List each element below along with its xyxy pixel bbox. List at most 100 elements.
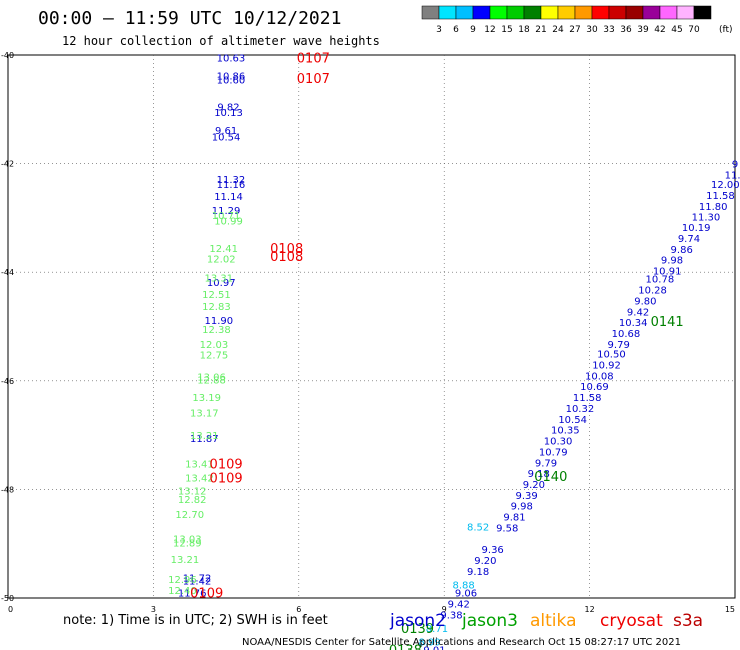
y-tick-label: -48 (1, 485, 14, 494)
colorbar-swatch (591, 5, 610, 20)
wave-height-value: 10.69 (580, 382, 609, 393)
wave-height-value: 13.19 (192, 393, 221, 404)
wave-height-value: 13.12 (178, 486, 207, 497)
wave-height-value: 13.31 (205, 274, 234, 285)
colorbar-swatch (676, 5, 695, 20)
wave-height-value: 10.54 (212, 132, 241, 143)
wave-height-value: 11.72 (183, 573, 212, 584)
wave-height-value: 12.88 (197, 376, 226, 387)
pass-number-label: 0107 (297, 52, 330, 67)
colorbar-label: 21 (535, 25, 546, 35)
colorbar-label: 39 (637, 25, 649, 35)
colorbar-label: 36 (620, 25, 632, 35)
colorbar-swatch (659, 5, 678, 20)
chart-title: 00:00 – 11:59 UTC 10/12/2021 (38, 8, 341, 29)
wave-height-value: 13.21 (190, 431, 219, 442)
wave-height-value: 11.42 (183, 577, 212, 588)
data-points: 10.6310.8610.609.8210.139.6110.5411.3211… (168, 54, 740, 650)
pass-number-label: 0141 (651, 315, 684, 330)
colorbar-label: 27 (569, 25, 580, 35)
wave-height-value: 13.21 (171, 555, 200, 566)
wave-height-value: 9.79 (608, 340, 630, 351)
colorbar-label: 9 (470, 25, 476, 35)
wave-height-value: 8.52 (467, 522, 489, 533)
colorbar-swatch (642, 5, 661, 20)
x-tick-label: 0 (8, 605, 13, 614)
legend-jason2: jason2 (389, 611, 446, 631)
wave-height-value: 13.06 (197, 372, 226, 383)
wave-height-value: 9.20 (474, 556, 496, 567)
y-tick-label: -46 (1, 377, 14, 386)
wave-height-value: 9.01 (423, 646, 445, 650)
wave-height-value: 10.08 (585, 371, 614, 382)
wave-height-value: 10.63 (217, 54, 246, 65)
wave-height-value: 13.17 (190, 408, 219, 419)
axis-ticks: 0 3 6 9 12 15 -40 -42 -44 -46 -48 -50 (1, 51, 735, 614)
colorbar: 3 6 9 12 15 18 21 24 27 30 33 36 39 42 45 70 (421, 5, 712, 35)
legend-altika: altika (530, 611, 577, 631)
footer-credit: NOAA/NESDIS Center for Satellite Applica… (242, 637, 681, 648)
wave-height-value: 10.68 (612, 329, 641, 340)
wave-height-value: 12.51 (202, 290, 231, 301)
colorbar-label: 24 (552, 25, 564, 35)
wave-height-value: 10.71 (212, 211, 241, 222)
wave-height-value: 8.88 (452, 580, 474, 591)
wave-height-value: 10.54 (558, 415, 587, 426)
wave-height-value: 12.89 (173, 539, 202, 550)
pass-number-label: 0109 (190, 587, 223, 602)
wave-height-value: 10.35 (551, 426, 580, 437)
wave-height-value: 9.98 (661, 256, 683, 267)
wave-height-value: 9 (732, 160, 738, 171)
y-tick-label: -50 (1, 594, 14, 603)
wave-height-value: 12.03 (200, 340, 229, 351)
colorbar-swatch (693, 5, 712, 20)
wave-height-value: 12.83 (202, 302, 231, 313)
wave-height-value: 12.96 (168, 575, 197, 586)
pass-number-label: 0109 (210, 457, 243, 472)
pass-number-label: 0109 (210, 471, 243, 486)
wave-height-value: 10.86 (217, 72, 246, 83)
wave-height-value: 11.58 (573, 393, 602, 404)
colorbar-label: 70 (688, 25, 700, 35)
colorbar-swatch (421, 5, 440, 20)
wave-height-value: 9.81 (503, 513, 525, 524)
wave-height-value: 9.80 (634, 296, 656, 307)
wave-height-value: 9.36 (482, 545, 504, 556)
wave-height-value: 9.98 (511, 502, 533, 513)
wave-height-value: 10.97 (207, 278, 236, 289)
colorbar-swatch (523, 5, 542, 20)
pass-number-label: 0108 (270, 242, 303, 257)
wave-height-value: 10.32 (566, 404, 595, 415)
wave-height-value: 11.87 (190, 434, 219, 445)
wave-height-value: 10.13 (214, 108, 243, 119)
wave-height-value: 10.19 (682, 223, 711, 234)
wave-height-value: 10.50 (597, 350, 626, 361)
wave-height-value: 10.92 (592, 361, 621, 372)
wave-height-value: 10.30 (544, 437, 573, 448)
legend: jason2 jason3 altika cryosat s3a (389, 611, 703, 631)
wave-height-value: 9.06 (455, 589, 477, 600)
pass-number-label: 0140 (534, 470, 567, 485)
wave-height-value: 12.41 (209, 244, 238, 255)
wave-height-value: 9.86 (671, 245, 693, 256)
colorbar-label: 6 (453, 25, 459, 35)
pass-number-label: 0108 (270, 250, 303, 265)
wave-height-value: 9.58 (496, 523, 518, 534)
colorbar-swatch (489, 5, 508, 20)
wave-height-value: 9.79 (535, 458, 557, 469)
x-tick-label: 12 (585, 605, 595, 614)
wave-height-value: 9.18 (467, 567, 489, 578)
note-text: note: 1) Time is in UTC; 2) SWH is in fe… (63, 613, 328, 628)
wave-height-value: 9.82 (217, 103, 239, 114)
wave-height-value: 11.90 (205, 316, 234, 327)
colorbar-label: 45 (671, 25, 682, 35)
colorbar-label: 30 (586, 25, 598, 35)
wave-height-value: 11.16 (217, 180, 246, 191)
y-tick-label: -44 (1, 268, 14, 277)
plot-frame (7, 54, 736, 599)
x-tick-label: 6 (296, 605, 301, 614)
wave-height-value: 11.58 (706, 191, 735, 202)
wave-height-value: 9.42 (448, 599, 470, 610)
pass-number-label: 0139 (401, 622, 434, 637)
colorbar-swatch (438, 5, 457, 20)
